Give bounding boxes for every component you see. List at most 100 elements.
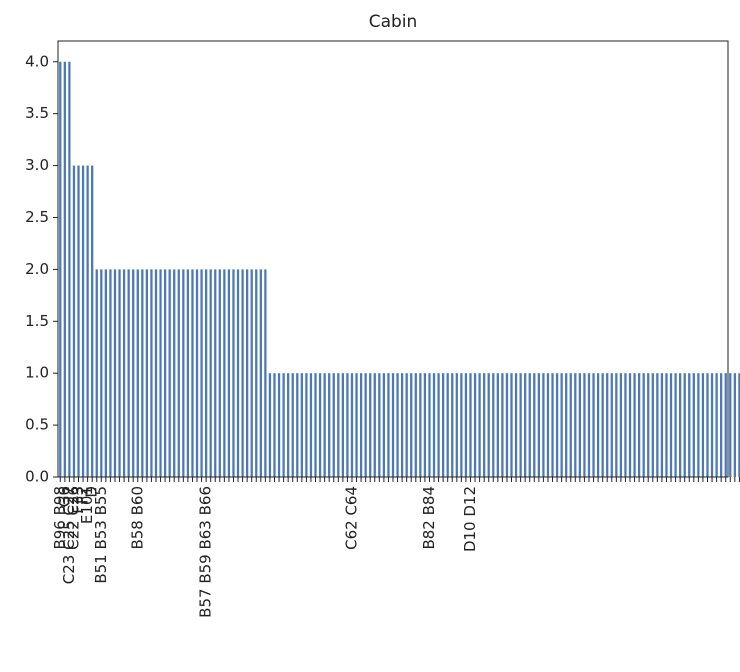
bar — [519, 373, 522, 477]
bar — [400, 373, 404, 477]
bar — [177, 269, 180, 477]
bar — [464, 373, 468, 477]
y-tick-label: 2.5 — [25, 208, 49, 226]
bar — [300, 373, 303, 477]
bar — [173, 269, 176, 477]
bar — [387, 373, 390, 477]
y-tick-label: 2.0 — [25, 260, 49, 278]
bar — [710, 373, 714, 477]
bar — [660, 373, 664, 477]
bar — [86, 165, 89, 478]
bar — [514, 373, 518, 477]
bar — [587, 373, 591, 477]
bar — [396, 373, 399, 477]
bar — [346, 373, 349, 477]
bar — [291, 373, 294, 477]
x-tick-label: D10 D12 — [461, 486, 479, 552]
bar — [565, 373, 568, 477]
bar — [268, 373, 272, 477]
bar — [615, 373, 618, 477]
bar — [583, 373, 586, 477]
bar — [309, 373, 313, 477]
bar — [341, 373, 345, 477]
bar — [200, 269, 203, 477]
bar — [478, 373, 481, 477]
bar — [195, 269, 199, 477]
y-tick-label: 1.0 — [25, 364, 49, 382]
bar — [369, 373, 372, 477]
bar — [186, 269, 190, 477]
bar — [77, 165, 80, 478]
bar — [72, 165, 76, 478]
bar — [537, 373, 540, 477]
bar — [95, 269, 98, 477]
bar — [109, 269, 112, 477]
bar — [473, 373, 477, 477]
bar — [282, 373, 285, 477]
bar — [533, 373, 536, 477]
bar — [624, 373, 627, 477]
bar — [665, 373, 668, 477]
bar — [674, 373, 677, 477]
bar — [551, 373, 554, 477]
bar — [437, 373, 440, 477]
bar — [524, 373, 527, 477]
bar — [546, 373, 550, 477]
bar — [250, 269, 253, 477]
y-tick-label: 3.0 — [25, 156, 49, 174]
bar — [314, 373, 317, 477]
bar — [81, 165, 85, 478]
x-tick-label: C23 C25 C27 — [60, 486, 78, 584]
bar — [469, 373, 472, 477]
bar — [496, 373, 499, 477]
bar — [633, 373, 636, 477]
plot-frame — [57, 40, 729, 478]
bar — [214, 269, 217, 477]
bar — [355, 373, 358, 477]
bar — [113, 269, 117, 477]
bar — [428, 373, 431, 477]
bar — [578, 373, 582, 477]
bar — [259, 269, 262, 477]
bar — [528, 373, 531, 477]
bar — [715, 373, 718, 477]
bar — [733, 373, 736, 477]
bar — [273, 373, 276, 477]
bar — [432, 373, 436, 477]
bar — [455, 373, 458, 477]
bar — [592, 373, 595, 477]
bar — [364, 373, 367, 477]
bar — [104, 269, 107, 477]
bar — [729, 373, 732, 477]
bar — [510, 373, 513, 477]
bar — [236, 269, 240, 477]
bar — [323, 373, 326, 477]
bar — [555, 373, 559, 477]
bar — [720, 373, 723, 477]
x-tick-label: B57 B59 B63 B66 — [197, 486, 215, 618]
bar — [127, 269, 130, 477]
bar — [209, 269, 212, 477]
x-tick-label: F2 — [74, 486, 92, 504]
bar — [118, 269, 121, 477]
bar — [318, 373, 322, 477]
bar — [359, 373, 363, 477]
bar — [405, 373, 408, 477]
bar — [122, 269, 126, 477]
bar — [337, 373, 340, 477]
bar — [68, 61, 71, 478]
chart-title: Cabin — [369, 12, 418, 32]
bar — [410, 373, 413, 477]
bar — [642, 373, 645, 477]
bar — [692, 373, 695, 477]
x-tick-label: F33 — [69, 486, 87, 514]
bar — [391, 373, 395, 477]
bar — [287, 373, 290, 477]
bar — [651, 373, 654, 477]
bar — [628, 373, 632, 477]
y-tick-label: 0.0 — [25, 468, 49, 486]
bar — [451, 373, 454, 477]
bar — [738, 373, 740, 477]
bar — [154, 269, 158, 477]
